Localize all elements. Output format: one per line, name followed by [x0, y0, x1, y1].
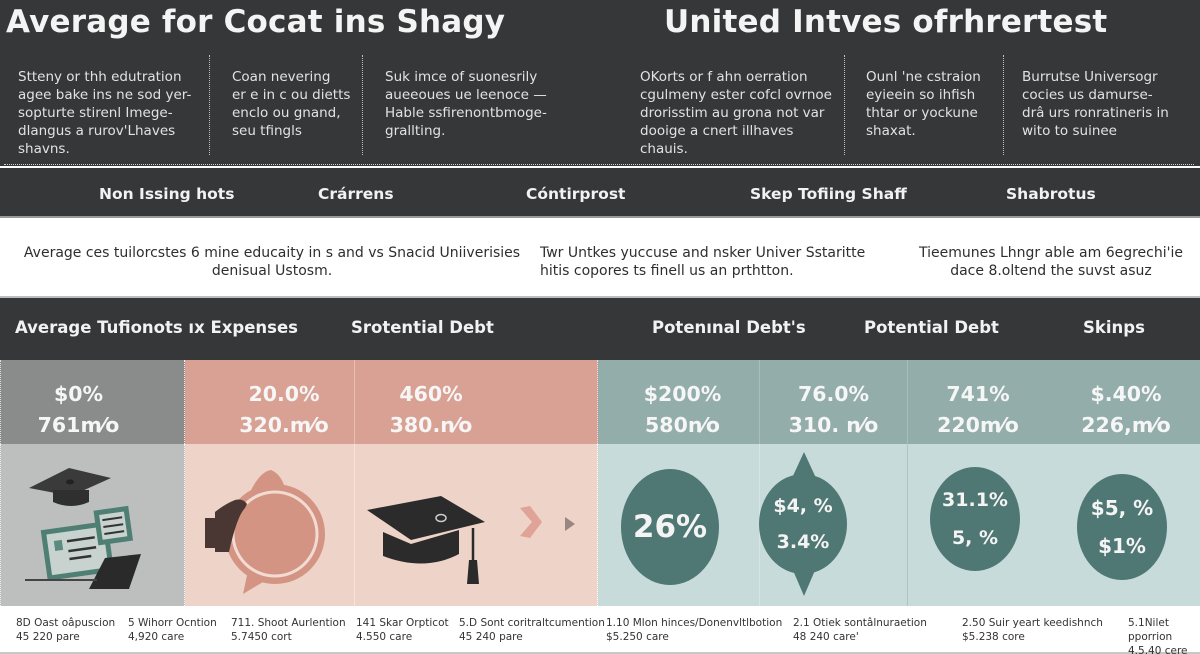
hand-speech-bubble-icon — [205, 470, 325, 594]
footer-captions: 8D Oast oâpuscion 45 220 pare 5 Wihorr O… — [0, 606, 1200, 654]
stat-bubble-3: 31.1% 5, % — [930, 467, 1020, 571]
nav-item-1[interactable]: Non Issing hots — [99, 185, 235, 203]
divider — [4, 164, 1194, 165]
caption-3: 711. Shoot Aurlention 5.7450 cort — [231, 617, 346, 643]
column-header-4: Potential Debt — [864, 318, 999, 337]
intro-text-1: Stteny or thh edutration agee bake ins n… — [18, 69, 192, 157]
nav-item-4[interactable]: Skep Tofiing Shaff — [750, 185, 907, 203]
intro-text-5: Ounl 'ne cstraion eyieein so ihfish thta… — [866, 69, 981, 139]
divider — [1003, 55, 1004, 155]
stat-sub-5: 310. n⁄o — [788, 413, 879, 437]
stat-sub-1: 761m⁄o — [37, 413, 120, 437]
column-header-3: Potenınal Debt's — [652, 318, 806, 337]
play-triangle-icon[interactable] — [564, 516, 576, 532]
description-3: Tieemunes Lhngr able am 6egrechi'ie dace… — [919, 245, 1183, 279]
stat-cell-2: 20.0% 320.m⁄o — [185, 360, 355, 444]
caption-1: 8D Oast oâpuscion 45 220 pare — [16, 617, 116, 643]
icon-cell-2 — [185, 444, 355, 606]
stat-value-1: $0% — [53, 382, 104, 406]
description-band: Average ces tuilorcstes 6 mine educaity … — [0, 216, 1200, 298]
stat-value-4: $200% — [643, 382, 722, 406]
divider — [362, 55, 363, 155]
description-1: Average ces tuilorcstes 6 mine educaity … — [23, 245, 521, 279]
divider — [209, 55, 210, 155]
column-header-row: Average Tufionots ıx Expenses Srotential… — [0, 298, 1200, 360]
caption-9: 5.1Nilet pporrion 4.5.40 cere — [1128, 617, 1188, 654]
title-left: Average for Cocat ins Shagy — [6, 4, 506, 40]
icon-cell-4: 26% — [598, 444, 760, 606]
stat-cell-4: $200% 580n⁄o — [598, 360, 760, 444]
stat-cell-1: $0% 761m⁄o — [0, 360, 185, 444]
stat-sub-3: 380.n⁄o — [389, 413, 473, 437]
stat-value-7: $.40% — [1090, 382, 1162, 406]
title-right: United Intves ofrhrertest — [664, 4, 1108, 40]
top-header: Average for Cocat ins Shagy United Intve… — [0, 0, 1200, 166]
stat-sub-7: 226,m⁄o — [1081, 413, 1171, 437]
description-2: Twr Untkes yuccuse and nsker Univer Ssta… — [540, 245, 866, 279]
stat-value-5: 76.0% — [797, 382, 870, 406]
stat-sub-6: 220m⁄o — [937, 413, 1019, 437]
caption-6: 1.10 Mlon hinces/Donenvltlbotion $5.250 … — [606, 617, 783, 643]
stat-value-3: 460% — [399, 382, 463, 406]
icon-cell-5: $4, % 3.4% — [759, 444, 908, 606]
stat-bubble-2: $4, % 3.4% — [759, 474, 847, 574]
stat-cell-5: 76.0% 310. n⁄o — [760, 360, 908, 444]
caption-2: 5 Wihorr Ocntion 4,920 care — [128, 617, 217, 643]
intro-text-4: OKorts or f ahn oerration cgulmeny ester… — [640, 69, 832, 157]
stat-cell-3: 460% 380.n⁄o — [355, 360, 598, 444]
graduation-cap-laptop-icon — [25, 468, 141, 589]
stat-value-6: 741% — [946, 382, 1010, 406]
stat-sub-4: 580n⁄o — [645, 413, 720, 437]
stat-cell-6: 741% 220m⁄o — [908, 360, 1060, 444]
icon-cell-7: $5, % $1% — [1060, 444, 1200, 606]
stat-sub-2: 320.m⁄o — [239, 413, 329, 437]
diamond-shape-icon — [792, 452, 816, 596]
icon-cell-3 — [355, 444, 598, 606]
caption-7: 2.1 Otiek sontâlnuraetion 48 240 care' — [793, 617, 927, 643]
stat-value-2: 20.0% — [248, 382, 320, 406]
chevron-right-icon[interactable] — [518, 504, 544, 540]
intro-text-2: Coan nevering er e in c ou dietts enclo … — [232, 69, 351, 139]
divider — [844, 55, 845, 155]
column-header-5: Skinps — [1083, 318, 1145, 337]
caption-5: 5.D Sont coritraltcumention 45 240 pare — [459, 617, 605, 643]
caption-4: 141 Skar Orpticot 4.550 care — [356, 617, 449, 643]
graduation-cap-icon — [367, 496, 485, 584]
icon-cell-1 — [0, 444, 185, 606]
stat-cell-7: $.40% 226,m⁄o — [1060, 360, 1200, 444]
column-header-1: Average Tufionots ıx Expenses — [15, 318, 298, 337]
nav-item-2[interactable]: Crárrens — [318, 185, 394, 203]
stat-bubble-1: 26% — [621, 469, 719, 585]
stat-bubble-4: $5, % $1% — [1077, 474, 1167, 580]
intro-text-3: Suk imce of suonesrily aueeoues ue leeno… — [385, 69, 547, 139]
nav-bar: Non Issing hots Crárrens Cóntirprost Ske… — [0, 168, 1200, 216]
nav-item-5[interactable]: Shabrotus — [1006, 185, 1096, 203]
icon-cell-6: 31.1% 5, % — [908, 444, 1060, 606]
column-header-2: Srotential Debt — [351, 318, 494, 337]
nav-item-3[interactable]: Cóntirprost — [526, 185, 626, 203]
caption-8: 2.50 Suir yeart keedishnch $5.238 core — [962, 617, 1103, 643]
intro-text-6: Burrutse Universogr cocies us damurse- d… — [1022, 69, 1169, 139]
